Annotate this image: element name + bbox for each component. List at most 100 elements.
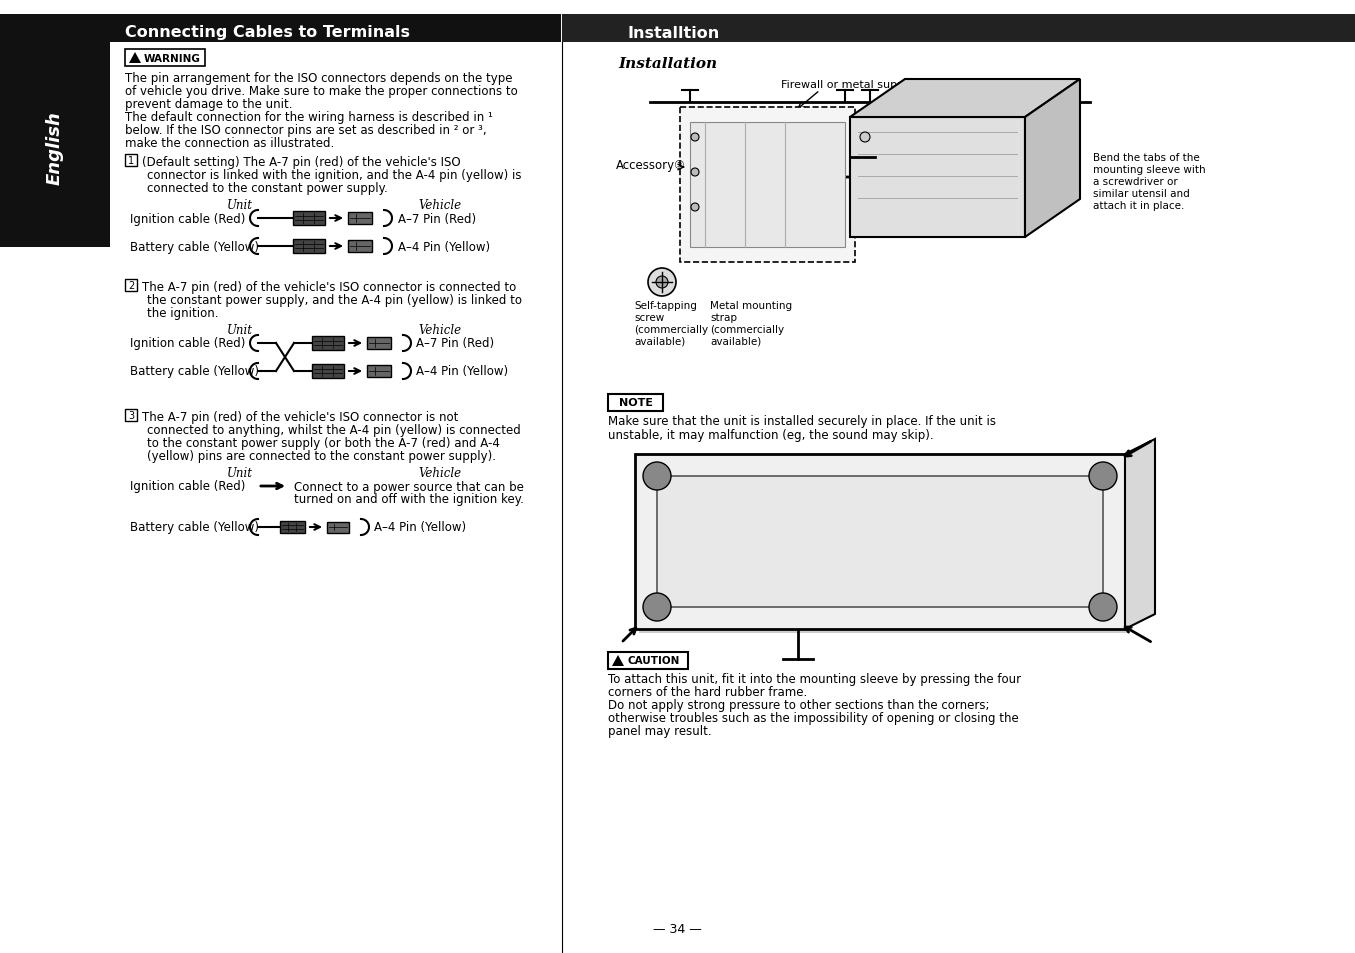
Text: below. If the ISO connector pins are set as described in ² or ³,: below. If the ISO connector pins are set… <box>125 124 486 137</box>
Text: screw: screw <box>634 313 664 323</box>
Bar <box>125 410 137 421</box>
Bar <box>680 108 855 263</box>
Text: the constant power supply, and the A-4 pin (yellow) is linked to: the constant power supply, and the A-4 p… <box>146 294 522 307</box>
Text: a screwdriver or: a screwdriver or <box>1093 177 1177 187</box>
Bar <box>657 476 1103 607</box>
Bar <box>562 15 1355 43</box>
Bar <box>327 522 350 534</box>
Bar <box>367 337 392 350</box>
Text: The A-7 pin (red) of the vehicle's ISO connector is not: The A-7 pin (red) of the vehicle's ISO c… <box>142 411 458 423</box>
Bar <box>293 212 325 226</box>
Text: corners of the hard rubber frame.: corners of the hard rubber frame. <box>608 685 808 699</box>
Bar <box>293 240 325 253</box>
Text: Vehicle: Vehicle <box>419 324 462 336</box>
Text: Battery cable (Yellow): Battery cable (Yellow) <box>130 521 259 534</box>
Text: Ignition cable (Red): Ignition cable (Red) <box>130 337 245 350</box>
Text: Self-tapping: Self-tapping <box>634 301 696 311</box>
Bar <box>125 280 137 292</box>
Text: Unit: Unit <box>228 324 253 336</box>
Text: The A-7 pin (red) of the vehicle's ISO connector is connected to: The A-7 pin (red) of the vehicle's ISO c… <box>142 281 516 294</box>
Bar <box>635 455 1125 629</box>
Text: The default connection for the wiring harness is described in ¹: The default connection for the wiring ha… <box>125 111 493 124</box>
Text: panel may result.: panel may result. <box>608 724 711 738</box>
Text: 1: 1 <box>127 156 134 166</box>
Text: Ignition cable (Red): Ignition cable (Red) <box>130 213 245 225</box>
Bar <box>312 336 344 351</box>
Text: Do not apply strong pressure to other sections than the corners;: Do not apply strong pressure to other se… <box>608 699 989 711</box>
Text: Accessory③: Accessory③ <box>617 158 686 172</box>
Text: Vehicle: Vehicle <box>419 467 462 479</box>
Text: Battery cable (Yellow): Battery cable (Yellow) <box>130 240 259 253</box>
Polygon shape <box>1024 80 1080 237</box>
Text: attach it in place.: attach it in place. <box>1093 201 1184 211</box>
Text: to the constant power supply (or both the A-7 (red) and A-4: to the constant power supply (or both th… <box>146 436 500 450</box>
Text: make the connection as illustrated.: make the connection as illustrated. <box>125 137 335 150</box>
Text: similar utensil and: similar utensil and <box>1093 189 1190 199</box>
Bar <box>850 118 1024 237</box>
Bar <box>690 123 846 248</box>
Text: A–7 Pin (Red): A–7 Pin (Red) <box>416 337 495 350</box>
Bar <box>348 213 373 225</box>
Circle shape <box>691 169 699 177</box>
Text: Firewall or metal support: Firewall or metal support <box>780 80 920 90</box>
Text: Metal mounting: Metal mounting <box>710 301 793 311</box>
Text: NOTE: NOTE <box>619 398 653 408</box>
Circle shape <box>691 204 699 212</box>
Text: Connect to a power source that can be: Connect to a power source that can be <box>294 480 524 494</box>
Text: 2: 2 <box>127 281 134 291</box>
Text: turned on and off with the ignition key.: turned on and off with the ignition key. <box>294 493 524 505</box>
Bar <box>348 241 373 253</box>
Text: Make sure that the unit is installed securely in place. If the unit is: Make sure that the unit is installed sec… <box>608 415 996 428</box>
Circle shape <box>648 269 676 296</box>
Text: Vehicle: Vehicle <box>419 199 462 212</box>
Text: available): available) <box>710 336 762 347</box>
Text: A–4 Pin (Yellow): A–4 Pin (Yellow) <box>398 240 491 253</box>
Text: available): available) <box>634 336 686 347</box>
Text: prevent damage to the unit.: prevent damage to the unit. <box>125 98 293 111</box>
Text: unstable, it may malfunction (eg, the sound may skip).: unstable, it may malfunction (eg, the so… <box>608 429 934 441</box>
Text: Installtion: Installtion <box>627 26 720 40</box>
Text: connected to the constant power supply.: connected to the constant power supply. <box>146 182 388 194</box>
Text: Unit: Unit <box>228 199 253 212</box>
Text: WARNING: WARNING <box>144 53 201 64</box>
Text: A–4 Pin (Yellow): A–4 Pin (Yellow) <box>416 365 508 378</box>
Bar <box>125 50 205 67</box>
Text: English: English <box>46 111 64 185</box>
Polygon shape <box>1125 439 1154 629</box>
Text: — 34 —: — 34 — <box>653 923 702 936</box>
Text: Bend the tabs of the: Bend the tabs of the <box>1093 152 1199 163</box>
Text: (commercially: (commercially <box>710 325 785 335</box>
Bar <box>312 365 344 378</box>
Bar <box>640 458 1129 634</box>
Text: mounting sleeve with: mounting sleeve with <box>1093 165 1206 174</box>
Text: Battery cable (Yellow): Battery cable (Yellow) <box>130 365 259 378</box>
Circle shape <box>656 276 668 289</box>
Text: Unit: Unit <box>228 467 253 479</box>
Circle shape <box>691 133 699 142</box>
Text: (yellow) pins are connected to the constant power supply).: (yellow) pins are connected to the const… <box>146 450 496 462</box>
Bar <box>125 154 137 167</box>
Text: A–4 Pin (Yellow): A–4 Pin (Yellow) <box>374 521 466 534</box>
Text: the ignition.: the ignition. <box>146 307 218 319</box>
Circle shape <box>1089 594 1117 621</box>
Bar <box>608 652 688 669</box>
Text: connected to anything, whilst the A-4 pin (yellow) is connected: connected to anything, whilst the A-4 pi… <box>146 423 520 436</box>
Bar <box>0 43 110 248</box>
Text: To attach this unit, fit it into the mounting sleeve by pressing the four: To attach this unit, fit it into the mou… <box>608 672 1022 685</box>
Bar <box>608 395 663 412</box>
Text: A–7 Pin (Red): A–7 Pin (Red) <box>398 213 476 225</box>
Circle shape <box>860 132 870 143</box>
Text: otherwise troubles such as the impossibility of opening or closing the: otherwise troubles such as the impossibi… <box>608 711 1019 724</box>
Text: of vehicle you drive. Make sure to make the proper connections to: of vehicle you drive. Make sure to make … <box>125 85 518 98</box>
Circle shape <box>1089 462 1117 491</box>
Text: The pin arrangement for the ISO connectors depends on the type: The pin arrangement for the ISO connecto… <box>125 71 512 85</box>
Bar <box>367 366 392 377</box>
Polygon shape <box>850 80 1080 118</box>
Text: CAUTION: CAUTION <box>627 656 679 666</box>
Text: connector is linked with the ignition, and the A-4 pin (yellow) is: connector is linked with the ignition, a… <box>146 169 522 182</box>
Bar <box>280 521 305 534</box>
Circle shape <box>644 462 671 491</box>
Text: strap: strap <box>710 313 737 323</box>
Text: (Default setting) The A-7 pin (red) of the vehicle's ISO: (Default setting) The A-7 pin (red) of t… <box>142 156 461 169</box>
Circle shape <box>644 594 671 621</box>
